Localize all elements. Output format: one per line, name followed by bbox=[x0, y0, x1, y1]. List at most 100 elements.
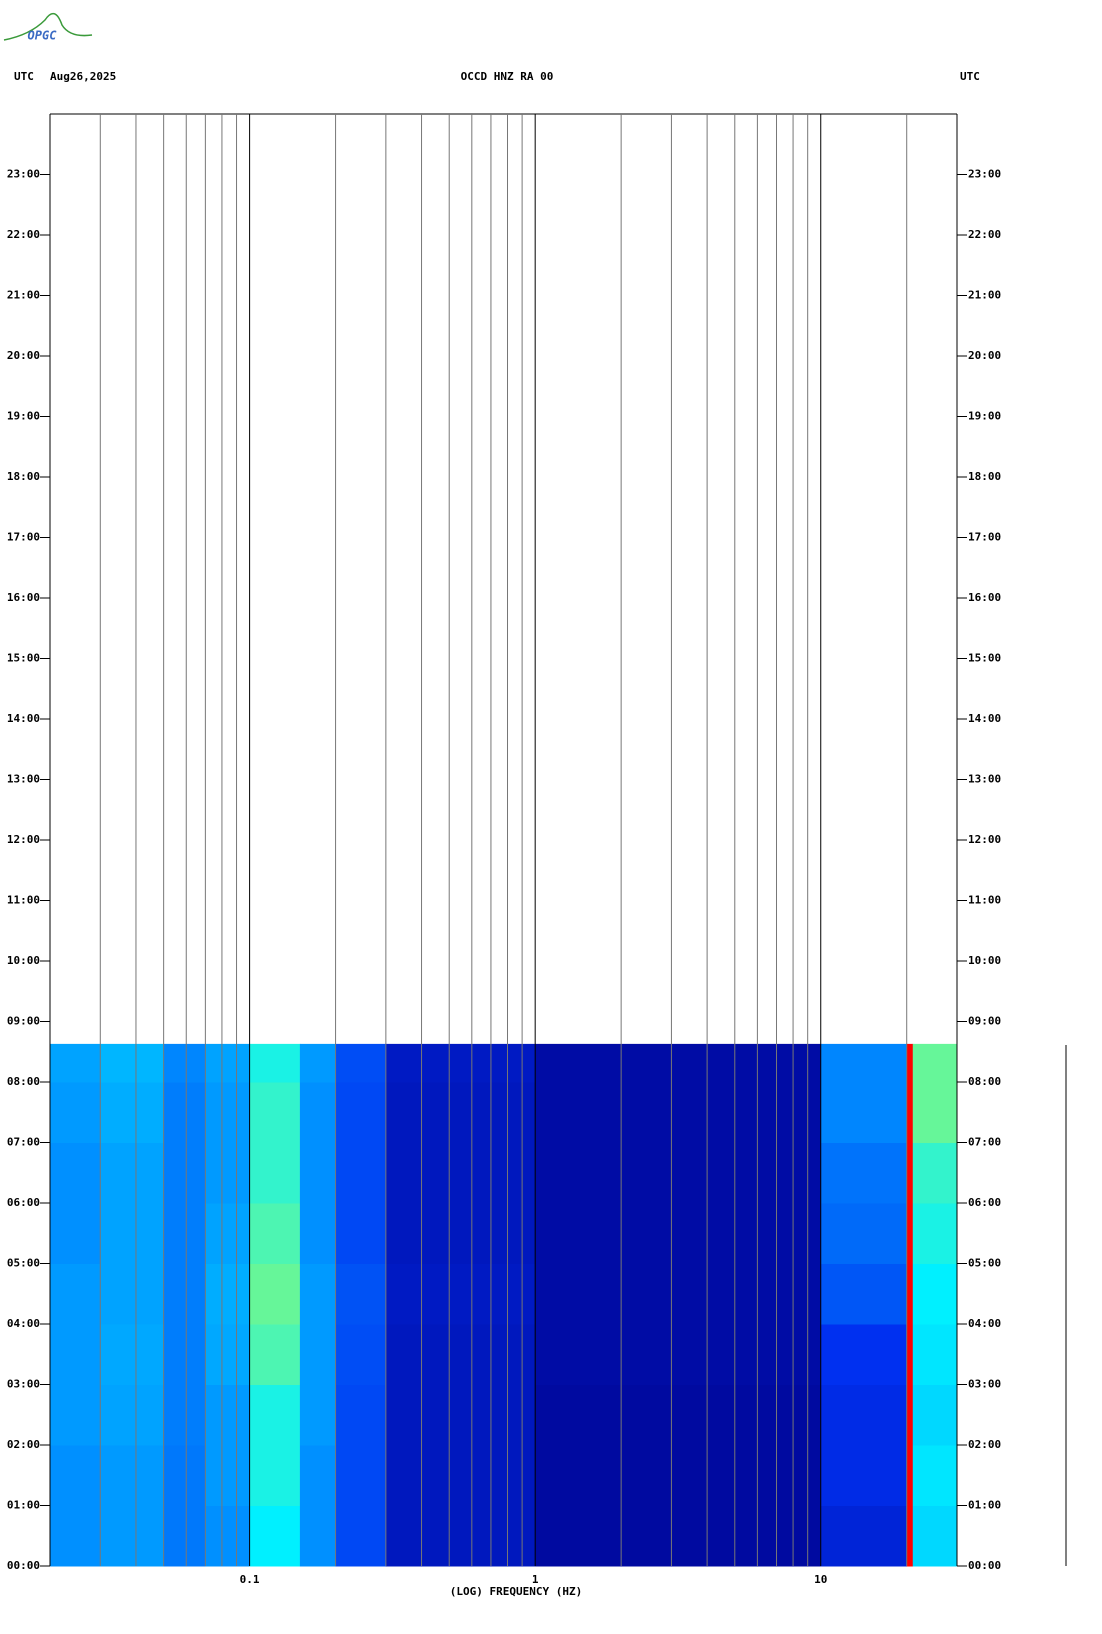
cell bbox=[50, 1324, 101, 1385]
y-tick-label-right: 22:00 bbox=[968, 228, 1001, 241]
cell bbox=[299, 1384, 337, 1446]
cell bbox=[205, 1082, 251, 1143]
cell bbox=[335, 1445, 387, 1506]
y-tick-label-right: 04:00 bbox=[968, 1317, 1001, 1330]
cell bbox=[50, 1384, 101, 1446]
cell bbox=[535, 1142, 822, 1204]
cell bbox=[335, 1324, 387, 1385]
cell bbox=[820, 1263, 908, 1325]
cell bbox=[249, 1384, 301, 1446]
cell bbox=[912, 1043, 958, 1083]
cell bbox=[912, 1324, 958, 1385]
cell bbox=[385, 1263, 536, 1325]
y-tick-label: 04:00 bbox=[7, 1317, 40, 1330]
x-tick-label: 1 bbox=[532, 1573, 539, 1586]
cell bbox=[249, 1263, 301, 1325]
cell bbox=[820, 1324, 908, 1385]
y-tick-label-right: 12:00 bbox=[968, 833, 1001, 846]
cell bbox=[205, 1505, 251, 1567]
cell bbox=[100, 1324, 165, 1385]
cell bbox=[100, 1445, 165, 1506]
y-tick-label: 01:00 bbox=[7, 1499, 40, 1512]
cell bbox=[249, 1043, 301, 1083]
y-tick-label: 08:00 bbox=[7, 1075, 40, 1088]
x-tick-label: 0.1 bbox=[240, 1573, 260, 1586]
cell bbox=[385, 1203, 536, 1264]
logo: OPGC bbox=[28, 29, 58, 43]
cell bbox=[906, 1505, 914, 1567]
cell bbox=[299, 1505, 337, 1567]
cell bbox=[50, 1082, 101, 1143]
cell bbox=[906, 1082, 914, 1143]
cell bbox=[299, 1263, 337, 1325]
y-tick-label: 03:00 bbox=[7, 1378, 40, 1391]
cell bbox=[163, 1043, 206, 1083]
cell bbox=[163, 1445, 206, 1506]
y-tick-label: 16:00 bbox=[7, 591, 40, 604]
cell bbox=[249, 1324, 301, 1385]
cell bbox=[535, 1043, 822, 1083]
y-tick-label-right: 17:00 bbox=[968, 531, 1001, 544]
cell bbox=[335, 1142, 387, 1204]
y-tick-label: 20:00 bbox=[7, 349, 40, 362]
cell bbox=[163, 1263, 206, 1325]
y-tick-label-right: 15:00 bbox=[968, 652, 1001, 665]
y-tick-label-right: 01:00 bbox=[968, 1499, 1001, 1512]
cell bbox=[50, 1142, 101, 1204]
y-tick-label: 02:00 bbox=[7, 1438, 40, 1451]
y-tick-label-right: 14:00 bbox=[968, 712, 1001, 725]
cell bbox=[912, 1142, 958, 1204]
cell bbox=[335, 1384, 387, 1446]
y-tick-label-right: 20:00 bbox=[968, 349, 1001, 362]
cell bbox=[335, 1505, 387, 1567]
cell bbox=[249, 1142, 301, 1204]
cell bbox=[906, 1142, 914, 1204]
cell bbox=[335, 1203, 387, 1264]
y-tick-label: 05:00 bbox=[7, 1257, 40, 1270]
cell bbox=[205, 1043, 251, 1083]
y-tick-label-right: 13:00 bbox=[968, 773, 1001, 786]
y-tick-label-right: 18:00 bbox=[968, 470, 1001, 483]
cell bbox=[535, 1445, 822, 1506]
cell bbox=[535, 1082, 822, 1143]
y-tick-label-right: 16:00 bbox=[968, 591, 1001, 604]
y-tick-label: 15:00 bbox=[7, 652, 40, 665]
y-tick-label-right: 02:00 bbox=[968, 1438, 1001, 1451]
y-tick-label: 00:00 bbox=[7, 1559, 40, 1572]
cell bbox=[335, 1263, 387, 1325]
cell bbox=[385, 1445, 536, 1506]
cell bbox=[335, 1082, 387, 1143]
y-tick-label-right: 00:00 bbox=[968, 1559, 1001, 1572]
y-tick-label-right: 03:00 bbox=[968, 1378, 1001, 1391]
cell bbox=[299, 1324, 337, 1385]
logo-curve bbox=[3, 12, 93, 41]
cell bbox=[205, 1324, 251, 1385]
cell bbox=[299, 1142, 337, 1204]
cell bbox=[912, 1445, 958, 1506]
cell bbox=[100, 1082, 165, 1143]
date: Aug26,2025 bbox=[50, 70, 116, 83]
y-tick-label: 07:00 bbox=[7, 1136, 40, 1149]
cell bbox=[163, 1203, 206, 1264]
cell bbox=[912, 1203, 958, 1264]
cell bbox=[50, 1445, 101, 1506]
x-axis-label: (LOG) FREQUENCY (HZ) bbox=[450, 1585, 582, 1598]
cell bbox=[299, 1445, 337, 1506]
cell bbox=[100, 1203, 165, 1264]
y-tick-label-right: 05:00 bbox=[968, 1257, 1001, 1270]
cell bbox=[163, 1082, 206, 1143]
y-tick-label: 19:00 bbox=[7, 410, 40, 423]
cell bbox=[385, 1043, 536, 1083]
y-tick-label: 22:00 bbox=[7, 228, 40, 241]
cell bbox=[906, 1384, 914, 1446]
cell bbox=[385, 1082, 536, 1143]
y-tick-label-right: 23:00 bbox=[968, 168, 1001, 181]
y-tick-label: 06:00 bbox=[7, 1196, 40, 1209]
cell bbox=[912, 1263, 958, 1325]
right-label: UTC bbox=[960, 70, 980, 83]
x-tick-label: 10 bbox=[814, 1573, 827, 1586]
cell bbox=[163, 1505, 206, 1567]
cell bbox=[205, 1203, 251, 1264]
cell bbox=[535, 1203, 822, 1264]
